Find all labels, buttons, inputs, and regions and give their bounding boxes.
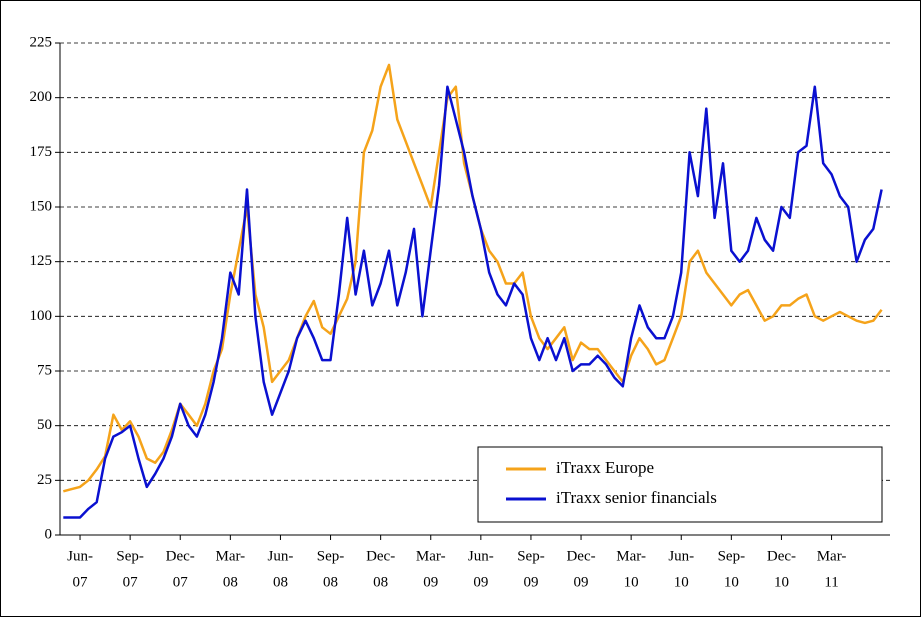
x-tick-label: 07 xyxy=(123,574,139,590)
legend-label: iTraxx Europe xyxy=(556,458,654,477)
x-tick-label: Dec- xyxy=(566,548,595,564)
y-tick-label: 175 xyxy=(30,144,53,160)
x-tick-label: 10 xyxy=(674,574,689,590)
x-tick-label: 11 xyxy=(824,574,838,590)
x-tick-label: 10 xyxy=(774,574,789,590)
x-tick-label: 08 xyxy=(273,574,288,590)
x-tick-label: 09 xyxy=(523,574,538,590)
x-tick-label: 10 xyxy=(624,574,639,590)
x-tick-label: 09 xyxy=(473,574,488,590)
x-tick-label: Sep- xyxy=(517,548,545,564)
series-line xyxy=(63,85,883,519)
y-tick-label: 225 xyxy=(30,34,53,50)
x-tick-label: 10 xyxy=(724,574,739,590)
x-tick-label: Jun- xyxy=(668,548,694,564)
x-tick-label: 08 xyxy=(223,574,238,590)
x-tick-label: Dec- xyxy=(767,548,796,564)
legend-label: iTraxx senior financials xyxy=(556,488,717,507)
x-tick-label: Dec- xyxy=(366,548,395,564)
x-tick-label: 07 xyxy=(73,574,89,590)
x-tick-label: Dec- xyxy=(166,548,195,564)
y-tick-label: 0 xyxy=(45,526,53,542)
y-tick-label: 200 xyxy=(30,89,53,105)
y-tick-label: 100 xyxy=(30,308,53,324)
x-tick-label: Mar- xyxy=(215,548,245,564)
x-tick-label: Jun- xyxy=(268,548,294,564)
y-tick-label: 75 xyxy=(37,362,52,378)
x-tick-label: 08 xyxy=(323,574,338,590)
x-tick-label: Sep- xyxy=(116,548,144,564)
y-tick-label: 25 xyxy=(37,472,52,488)
x-tick-label: Sep- xyxy=(718,548,746,564)
x-tick-label: Jun- xyxy=(67,548,93,564)
x-tick-label: 07 xyxy=(173,574,189,590)
x-tick-label: Sep- xyxy=(317,548,345,564)
x-tick-label: Mar- xyxy=(416,548,446,564)
y-tick-label: 50 xyxy=(37,417,52,433)
x-tick-label: 09 xyxy=(574,574,589,590)
x-tick-label: 09 xyxy=(423,574,438,590)
x-tick-label: Mar- xyxy=(817,548,847,564)
x-tick-label: 08 xyxy=(373,574,388,590)
legend-box xyxy=(477,446,883,523)
y-tick-label: 125 xyxy=(30,253,53,269)
x-tick-label: Jun- xyxy=(468,548,494,564)
x-tick-label: Mar- xyxy=(616,548,646,564)
y-tick-label: 150 xyxy=(30,198,53,214)
